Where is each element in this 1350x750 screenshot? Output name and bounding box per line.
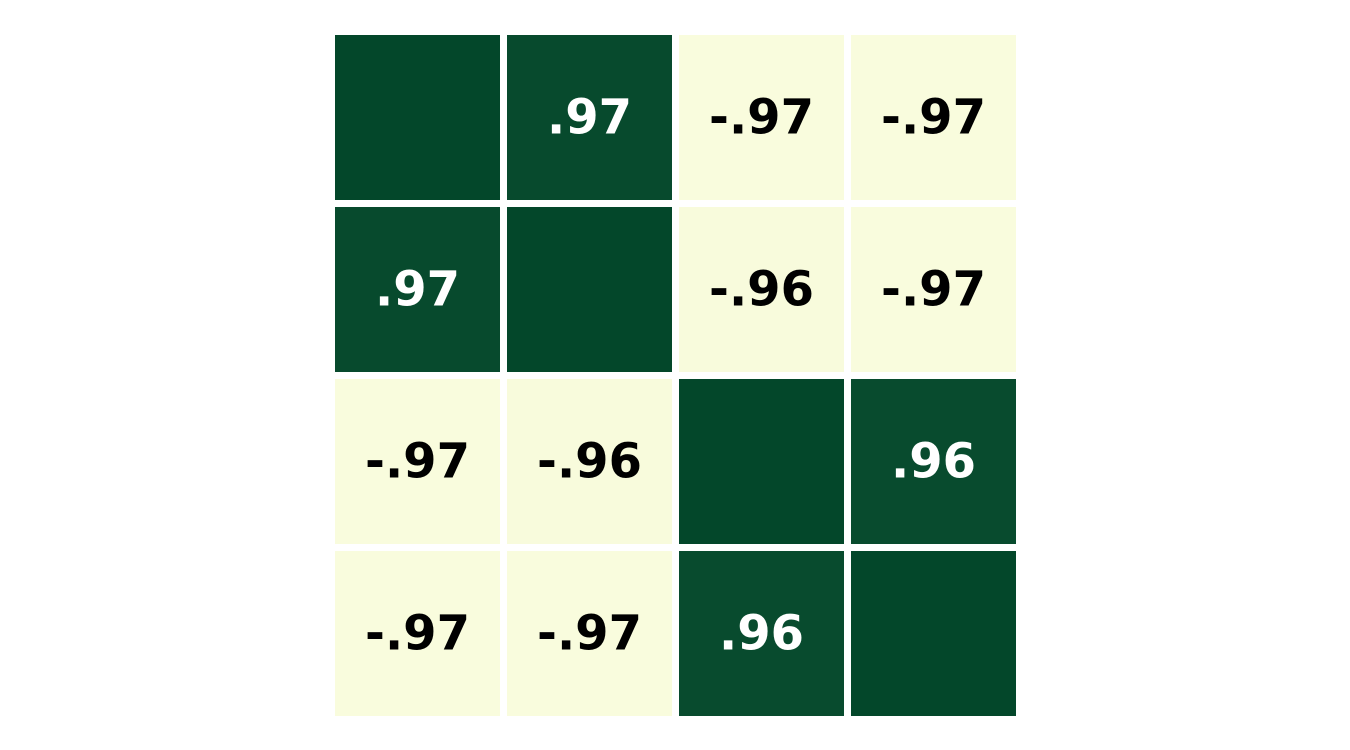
- heatmap-cell-r2-c3: [679, 207, 844, 372]
- heatmap-cell-label-r2-c3: -.96: [709, 262, 814, 318]
- heatmap-cell-label-r2-c4: -.97: [881, 262, 986, 318]
- heatmap-cell-r2-c4: [851, 207, 1016, 372]
- heatmap-cell-label-r1-c3: -.97: [709, 90, 814, 146]
- heatmap-cell-r3-c4: [851, 379, 1016, 544]
- heatmap-cell-label-r1-c4: -.97: [881, 90, 986, 146]
- heatmap-cell-label-r3-c4: .96: [891, 434, 976, 490]
- heatmap-cell-r1-c3: [679, 35, 844, 200]
- heatmap-cell-r1-c1: [335, 35, 500, 200]
- heatmap-cell-r3-c3: [679, 379, 844, 544]
- heatmap-cell-r4-c4: [851, 551, 1016, 716]
- heatmap-cell-r1-c2: [507, 35, 672, 200]
- heatmap-cell-r4-c1: [335, 551, 500, 716]
- heatmap-cell-r2-c1: [335, 207, 500, 372]
- heatmap-cell-r3-c2: [507, 379, 672, 544]
- heatmap-cell-label-r3-c1: -.97: [365, 434, 470, 490]
- heatmap-cell-r1-c4: [851, 35, 1016, 200]
- heatmap-cell-label-r4-c2: -.97: [537, 606, 642, 662]
- heatmap-cell-label-r4-c1: -.97: [365, 606, 470, 662]
- heatmap-cell-label-r4-c3: .96: [719, 606, 804, 662]
- heatmap-cell-label-r1-c2: .97: [547, 90, 632, 146]
- heatmap-cell-r4-c3: [679, 551, 844, 716]
- heatmap-cell-r4-c2: [507, 551, 672, 716]
- heatmap-cell-label-r2-c1: .97: [375, 262, 460, 318]
- heatmap-cell-label-r3-c2: -.96: [537, 434, 642, 490]
- heatmap-cell-r2-c2: [507, 207, 672, 372]
- heatmap-cell-r3-c1: [335, 379, 500, 544]
- heatmap-cells: .97 -.97 -.97 .97 -.96 -.97 -.97 -.96 .96 -.97 -.9…: [335, 35, 1016, 716]
